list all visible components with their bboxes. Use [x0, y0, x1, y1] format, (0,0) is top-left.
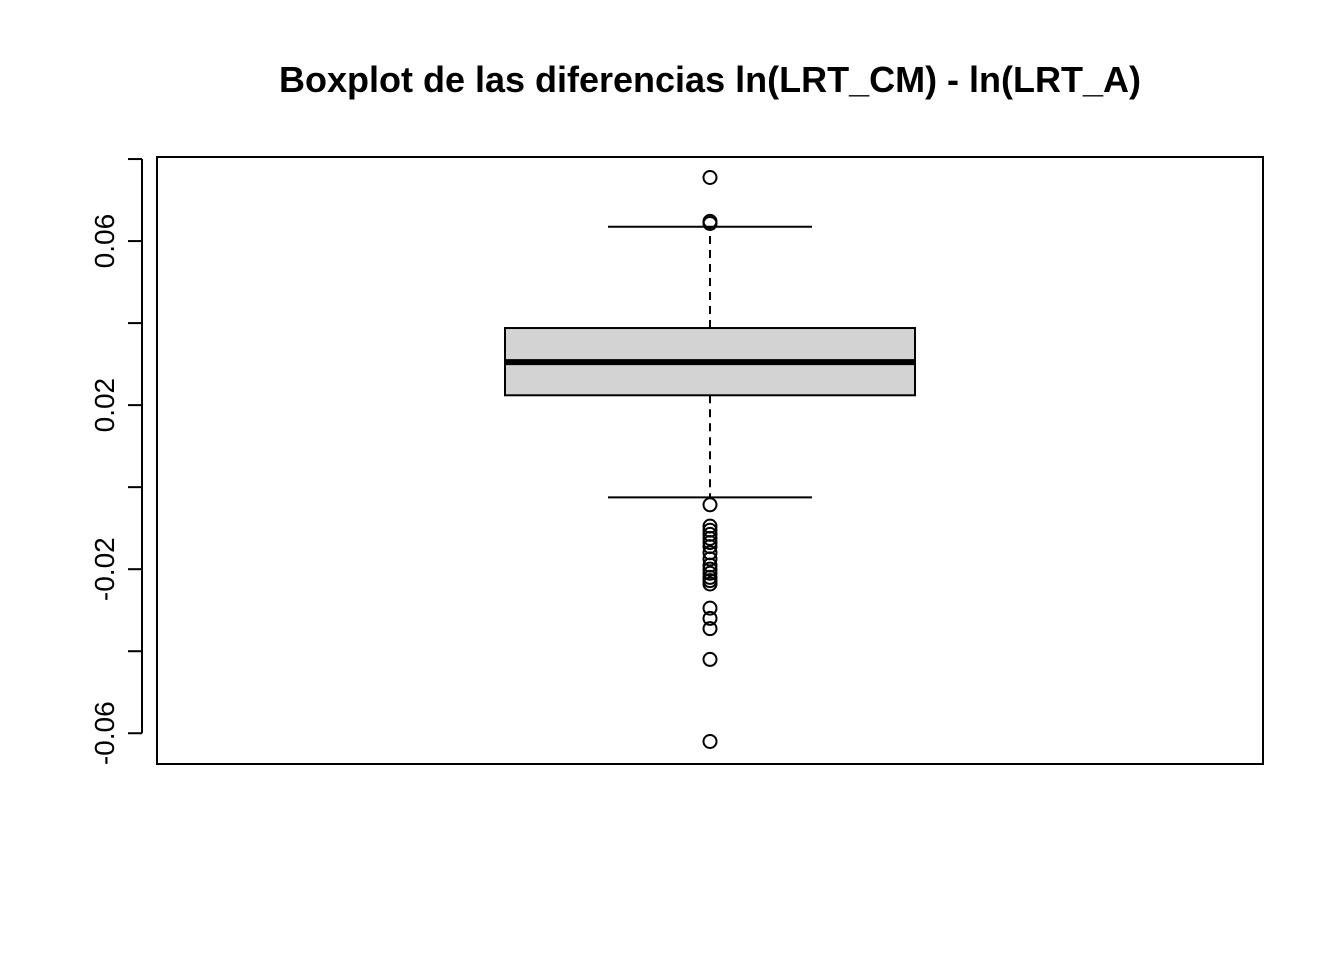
outlier-point	[702, 600, 718, 616]
outlier-point	[702, 170, 718, 186]
y-tick-label: 0.02	[89, 378, 120, 433]
outlier-point	[702, 565, 718, 581]
outlier-point	[702, 621, 718, 637]
y-axis: -0.06 -0.02 0.02 0.06	[89, 158, 143, 765]
outlier-point	[702, 651, 718, 667]
outlier-point	[702, 576, 718, 592]
y-tick-label: -0.06	[89, 701, 120, 765]
outlier-point	[702, 535, 718, 551]
plot-frame	[156, 156, 1264, 765]
y-tick-label: 0.06	[89, 214, 120, 269]
outlier-point	[702, 610, 718, 626]
outlier-point	[702, 215, 718, 231]
y-tick-label: -0.02	[89, 537, 120, 601]
outlier-point	[702, 530, 718, 546]
outlier-point	[702, 551, 718, 567]
outlier-point	[702, 497, 718, 513]
outlier-point	[702, 733, 718, 749]
outlier-point	[702, 561, 718, 577]
chart-title: Boxplot de las diferencias ln(LRT_CM) - …	[279, 59, 1141, 100]
plot-area	[156, 156, 1264, 765]
